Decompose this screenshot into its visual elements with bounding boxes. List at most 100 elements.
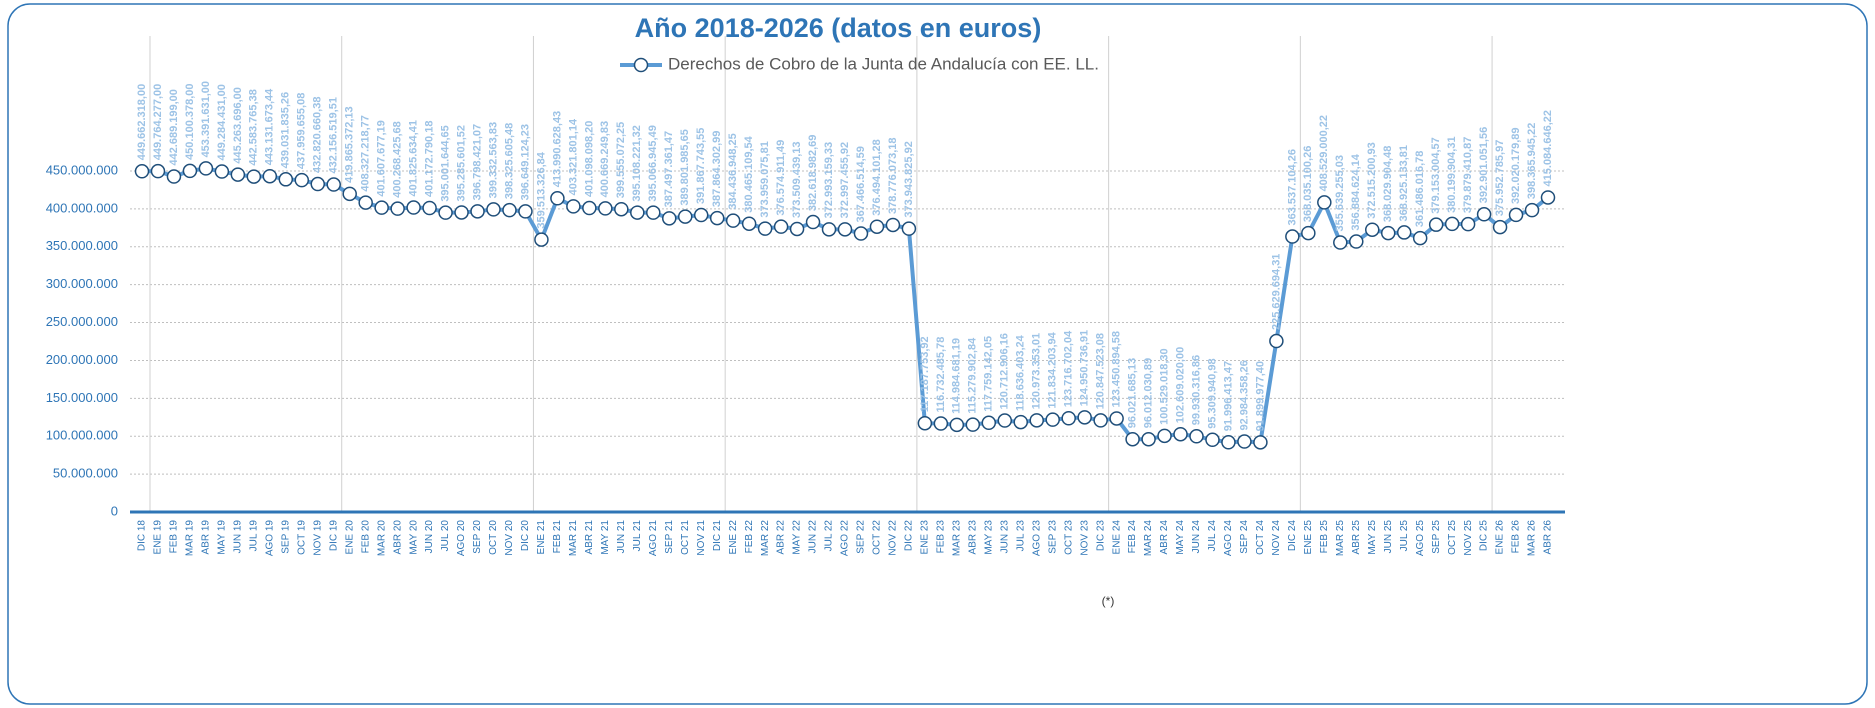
x-tick-label: OCT 23 (1063, 520, 1074, 555)
data-label: 382.618.982,69 (807, 135, 819, 211)
data-label: 445.263.696,00 (232, 87, 244, 163)
x-tick-label: MAY 20 (408, 520, 419, 555)
data-point (837, 222, 853, 237)
y-tick-label: 350.000.000 (46, 238, 118, 253)
data-label: 437.959.655,08 (296, 93, 308, 169)
data-point (470, 204, 485, 219)
data-label: 399.555.072,25 (615, 122, 627, 198)
data-point (1301, 225, 1316, 241)
data-point (709, 210, 725, 226)
data-point (1508, 207, 1524, 223)
data-point (326, 177, 341, 192)
y-tick-label: 200.000.000 (46, 352, 118, 367)
data-label: 400.268.425,68 (392, 121, 404, 197)
x-tick-label: FEB 26 (1511, 520, 1522, 554)
x-tick-label: MAY 24 (1175, 520, 1186, 555)
x-tick-label: ABR 22 (776, 520, 787, 555)
data-point (1285, 229, 1300, 244)
data-point (1109, 411, 1124, 426)
data-label: 372.993.159,33 (823, 142, 835, 218)
data-label: 392.020.179,89 (1510, 127, 1522, 203)
data-point (1428, 217, 1444, 232)
x-tick-label: FEB 23 (936, 520, 947, 554)
grid (130, 36, 1565, 514)
data-label: 96.021.685,13 (1126, 358, 1138, 428)
data-point (725, 213, 741, 228)
data-point (1013, 414, 1028, 430)
data-label: 361.486.016,78 (1414, 151, 1426, 227)
data-point (438, 205, 453, 220)
data-point (166, 169, 182, 184)
x-tick-label: JUN 23 (999, 520, 1010, 554)
x-tick-label: JUN 25 (1383, 520, 1394, 554)
data-point (1061, 411, 1076, 426)
x-tick-label: MAR 23 (951, 520, 962, 557)
y-tick-label: 250.000.000 (46, 314, 118, 329)
x-tick-label: SEP 19 (280, 520, 291, 554)
x-tick-label: NOV 25 (1463, 520, 1474, 556)
data-label: 408.529.000,22 (1318, 115, 1330, 191)
data-label: 123.716.702,04 (1063, 330, 1075, 407)
data-label: 384.436.948,25 (727, 133, 739, 209)
data-point (262, 168, 278, 184)
data-point (1205, 432, 1220, 448)
data-label: 442.689.199,00 (168, 89, 180, 165)
x-tick-label: FEB 21 (552, 520, 563, 554)
data-point (933, 416, 949, 431)
data-label: 379.153.004,57 (1430, 137, 1442, 213)
data-point (741, 216, 757, 231)
data-label: 401.825.634,41 (408, 120, 420, 196)
data-point (1476, 207, 1492, 222)
data-label: 120.973.353,01 (1031, 333, 1043, 409)
x-tick-label: ABR 20 (392, 520, 403, 555)
data-point (693, 207, 709, 223)
data-label: 378.776.073,18 (887, 138, 899, 214)
data-label: 403.321.801,14 (567, 118, 579, 195)
x-tick-label: DIC 22 (904, 520, 915, 552)
data-label: 387.864.302,99 (711, 131, 723, 207)
plot: 449.662.318,00 449.764.277,00 442.689.199,… (134, 81, 1556, 450)
x-tick-label: DIC 18 (137, 520, 148, 552)
x-tick-label: ENE 21 (536, 520, 547, 555)
footnote: (*) (1102, 594, 1115, 608)
x-tick-label: JUN 20 (424, 520, 435, 554)
x-tick-label: ENE 23 (920, 520, 931, 555)
data-label: 391.867.743,55 (695, 128, 707, 204)
data-point (1173, 426, 1188, 442)
data-label: 392.901.051,56 (1478, 127, 1490, 203)
data-label: 453.391.631,00 (200, 81, 212, 157)
data-point (1253, 435, 1268, 450)
x-tick-label: ENE 24 (1111, 520, 1122, 555)
data-label: 368.035.100,26 (1302, 146, 1314, 222)
data-label: 117.187.753,92 (919, 336, 931, 412)
data-label: 380.199.904,31 (1446, 136, 1458, 212)
data-label: 120.712.906,16 (999, 333, 1011, 409)
x-tick-label: NOV 19 (312, 520, 323, 556)
x-tick-label: OCT 25 (1447, 520, 1458, 555)
data-label: 449.662.318,00 (136, 84, 148, 160)
data-point (614, 201, 629, 217)
data-point (757, 221, 773, 236)
x-tick-label: OCT 20 (488, 520, 499, 555)
x-tick-label: JUN 22 (808, 520, 819, 554)
chart-frame (7, 3, 1868, 705)
x-tick-label: SEP 22 (856, 520, 867, 554)
data-point (150, 163, 166, 179)
data-label: 100.529.018,30 (1158, 348, 1170, 424)
x-tick-label: MAR 20 (376, 520, 387, 557)
data-point (1524, 202, 1540, 218)
data-point (278, 172, 294, 187)
data-label: 95.309.940,98 (1206, 358, 1218, 428)
x-tick-label: AGO 19 (264, 520, 275, 557)
data-label: 442.583.765,38 (248, 89, 260, 165)
data-label: 450.100.378,00 (184, 83, 196, 159)
data-point (310, 176, 325, 192)
x-tick-label: MAY 21 (600, 520, 611, 555)
x-tick-label: AGO 20 (456, 520, 467, 557)
data-label: 439.031.835,26 (280, 92, 292, 168)
data-point (598, 201, 613, 216)
data-point (677, 209, 693, 224)
x-tick-label: SEP 24 (1239, 520, 1250, 554)
x-tick-label: FEB 25 (1319, 520, 1330, 554)
data-point (1093, 413, 1108, 428)
